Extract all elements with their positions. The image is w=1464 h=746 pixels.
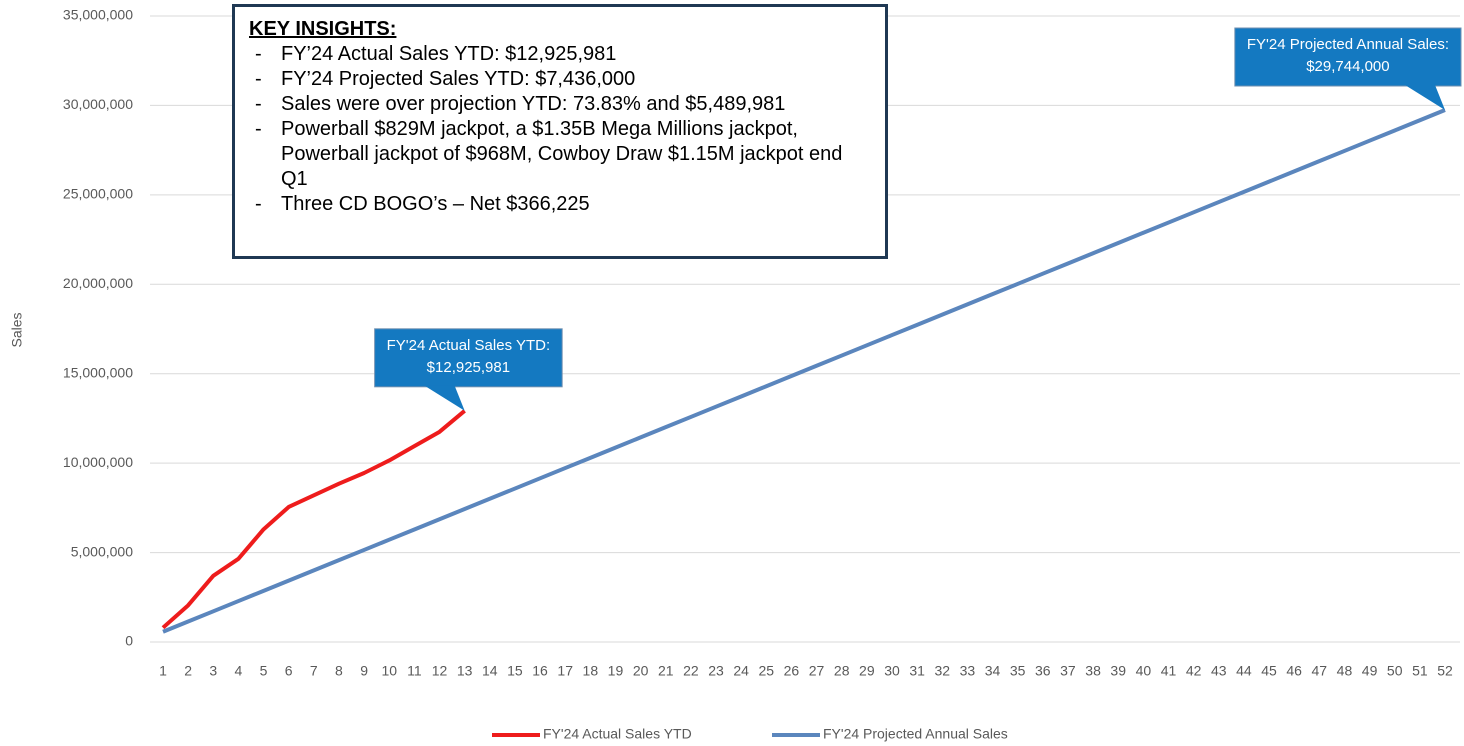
y-tick-label: 10,000,000 — [63, 454, 133, 470]
legend-label: FY'24 Projected Annual Sales — [823, 726, 1008, 742]
x-tick-label: 22 — [683, 663, 699, 679]
x-tick-label: 39 — [1110, 663, 1126, 679]
x-tick-label: 49 — [1362, 663, 1378, 679]
x-tick-label: 35 — [1010, 663, 1026, 679]
callout-text: FY'24 Projected Annual Sales: — [1247, 36, 1449, 53]
x-tick-label: 27 — [809, 663, 825, 679]
insight-item: Powerball $829M jackpot, a $1.35B Mega M… — [249, 117, 871, 192]
x-tick-label: 5 — [260, 663, 268, 679]
x-tick-label: 20 — [633, 663, 649, 679]
y-tick-label: 30,000,000 — [63, 96, 133, 112]
y-tick-label: 5,000,000 — [71, 543, 133, 559]
x-tick-label: 17 — [557, 663, 573, 679]
x-tick-label: 2 — [184, 663, 192, 679]
x-tick-label: 25 — [759, 663, 775, 679]
x-tick-label: 30 — [884, 663, 900, 679]
series-line — [161, 409, 466, 630]
callout-text: $29,744,000 — [1306, 58, 1389, 75]
x-tick-label: 45 — [1261, 663, 1277, 679]
x-tick-label: 43 — [1211, 663, 1227, 679]
insight-item: FY’24 Projected Sales YTD: $7,436,000 — [249, 67, 871, 92]
y-tick-label: 20,000,000 — [63, 275, 133, 291]
x-tick-label: 52 — [1437, 663, 1453, 679]
x-tick-label: 42 — [1186, 663, 1202, 679]
x-tick-label: 37 — [1060, 663, 1076, 679]
x-tick-label: 32 — [934, 663, 950, 679]
x-tick-label: 18 — [583, 663, 599, 679]
x-tick-label: 1 — [159, 663, 167, 679]
y-axis-title: Sales — [9, 312, 25, 347]
callout-pointer — [1405, 85, 1445, 111]
x-tick-label: 8 — [335, 663, 343, 679]
x-tick-label: 10 — [381, 663, 397, 679]
y-tick-label: 15,000,000 — [63, 364, 133, 380]
x-tick-label: 9 — [360, 663, 368, 679]
insight-item: Sales were over projection YTD: 73.83% a… — [249, 92, 871, 117]
x-tick-label: 16 — [532, 663, 548, 679]
y-tick-label: 35,000,000 — [63, 7, 133, 23]
x-tick-label: 19 — [608, 663, 624, 679]
x-tick-label: 34 — [985, 663, 1001, 679]
x-tick-label: 23 — [708, 663, 724, 679]
x-tick-label: 7 — [310, 663, 318, 679]
callout-pointer — [424, 385, 465, 411]
x-tick-label: 14 — [482, 663, 498, 679]
x-tick-label: 38 — [1085, 663, 1101, 679]
x-tick-label: 50 — [1387, 663, 1403, 679]
insights-list: FY’24 Actual Sales YTD: $12,925,981FY’24… — [249, 42, 871, 217]
series-line — [162, 108, 1446, 634]
insights-title: KEY INSIGHTS: — [249, 18, 397, 40]
x-tick-label: 11 — [407, 663, 422, 679]
x-tick-label: 24 — [733, 663, 749, 679]
x-tick-label: 13 — [457, 663, 473, 679]
callout: FY'24 Actual Sales YTD: $12,925,981 — [374, 328, 563, 411]
x-tick-label: 29 — [859, 663, 875, 679]
x-tick-label: 28 — [834, 663, 850, 679]
x-tick-label: 26 — [784, 663, 800, 679]
x-tick-label: 40 — [1136, 663, 1152, 679]
x-tick-label: 41 — [1161, 663, 1177, 679]
insight-item: FY’24 Actual Sales YTD: $12,925,981 — [249, 42, 871, 67]
y-tick-label: 25,000,000 — [63, 186, 133, 202]
x-tick-label: 31 — [909, 663, 925, 679]
legend-label: FY'24 Actual Sales YTD — [543, 726, 692, 742]
x-tick-label: 12 — [432, 663, 448, 679]
callout-box — [374, 328, 563, 388]
x-tick-label: 51 — [1412, 663, 1428, 679]
x-tick-label: 44 — [1236, 663, 1252, 679]
callout-box — [1234, 27, 1462, 87]
insights-box: KEY INSIGHTS: FY’24 Actual Sales YTD: $1… — [232, 4, 888, 259]
x-tick-label: 47 — [1312, 663, 1328, 679]
callout-text: $12,925,981 — [427, 359, 510, 376]
callout: FY'24 Projected Annual Sales: $29,744,000 — [1234, 27, 1462, 111]
x-tick-label: 46 — [1286, 663, 1302, 679]
x-tick-label: 36 — [1035, 663, 1051, 679]
x-tick-label: 4 — [235, 663, 243, 679]
x-tick-label: 33 — [960, 663, 976, 679]
x-tick-label: 21 — [658, 663, 674, 679]
x-tick-label: 6 — [285, 663, 293, 679]
insight-item: Three CD BOGO’s – Net $366,225 — [249, 192, 871, 217]
x-tick-label: 48 — [1337, 663, 1353, 679]
callout-text: FY'24 Actual Sales YTD: — [387, 337, 551, 354]
x-tick-label: 3 — [209, 663, 217, 679]
x-tick-label: 15 — [507, 663, 523, 679]
y-tick-label: 0 — [125, 633, 133, 649]
